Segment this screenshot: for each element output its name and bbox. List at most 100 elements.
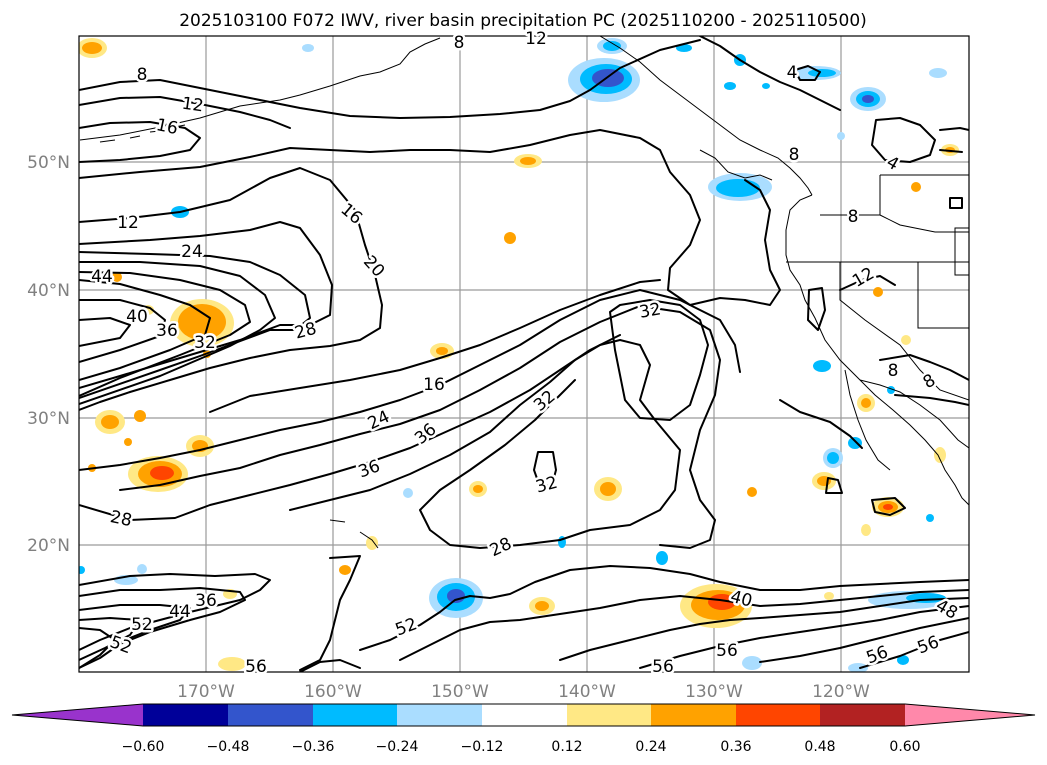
- contour-label: 36: [195, 591, 217, 611]
- contour-label: 16: [423, 375, 445, 395]
- colorbar-extension-high: [905, 704, 1035, 726]
- anomaly-positive: [747, 487, 757, 497]
- contour-label: 44: [169, 602, 191, 622]
- contour-label: 32: [194, 333, 216, 353]
- colorbar-tick: −0.48: [207, 739, 250, 755]
- anomaly-negative: [724, 82, 736, 90]
- colorbar-tick: −0.36: [292, 739, 335, 755]
- colorbar-tick: 0.24: [635, 739, 666, 755]
- lat-labels: 50°N 40°N 30°N 20°N: [27, 153, 70, 556]
- colorbar-tick: −0.12: [461, 739, 504, 755]
- anomaly-negative: [603, 41, 621, 51]
- lat-label: 30°N: [27, 409, 70, 429]
- anomaly-positive: [600, 482, 616, 496]
- colorbar-swatch: [651, 704, 736, 726]
- contour-label: 8: [888, 361, 899, 381]
- anomaly-positive: [150, 466, 174, 480]
- anomaly-negative: [656, 551, 668, 565]
- colorbar-tick: −0.24: [376, 739, 419, 755]
- lon-label: 170°W: [177, 682, 235, 702]
- anomaly-positive: [861, 398, 871, 408]
- anomaly-positive: [520, 157, 536, 165]
- colorbar-tick: 0.48: [804, 739, 835, 755]
- colorbar-outline: [11, 703, 1036, 727]
- colorbar-extension-low: [12, 704, 143, 726]
- anomaly-negative: [848, 663, 868, 672]
- anomaly-positive: [824, 592, 834, 600]
- anomaly-negative: [813, 360, 831, 372]
- anomaly-positive: [911, 182, 921, 192]
- colorbar-swatch: [736, 704, 820, 726]
- contour-label: 12: [117, 213, 139, 233]
- anomaly-negative: [897, 655, 909, 665]
- anomaly-negative: [137, 564, 147, 574]
- anomaly-negative: [302, 44, 314, 52]
- precip-anomalies: [79, 38, 959, 672]
- contour-label: 56: [716, 641, 738, 661]
- colorbar-tick: −0.60: [122, 739, 165, 755]
- anomaly-positive: [101, 415, 119, 429]
- contour-label: 12: [181, 94, 205, 117]
- anomaly-positive: [339, 565, 351, 575]
- anomaly-negative: [79, 566, 85, 574]
- anomaly-positive: [504, 232, 516, 244]
- anomaly-negative: [848, 437, 862, 449]
- colorbar-swatch: [228, 704, 313, 726]
- anomaly-positive: [178, 304, 226, 340]
- lat-label: 40°N: [27, 281, 70, 301]
- anomaly-negative: [403, 488, 413, 498]
- contour-label: 36: [156, 321, 178, 341]
- lon-label: 130°W: [685, 682, 743, 702]
- contour-label: 52: [131, 615, 153, 635]
- anomaly-positive: [112, 272, 122, 282]
- anomaly-positive: [901, 335, 911, 345]
- coastlines: [79, 36, 969, 549]
- anomaly-negative: [447, 589, 465, 603]
- anomaly-positive: [883, 504, 893, 510]
- contour-label: 8: [137, 65, 148, 85]
- gridlines: [79, 36, 969, 672]
- lon-label: 160°W: [304, 682, 362, 702]
- anomaly-positive: [124, 438, 132, 446]
- colorbar-swatch: [820, 704, 905, 726]
- anomaly-positive: [873, 287, 883, 297]
- map-frame: [78, 35, 970, 673]
- colorbar-swatch: [397, 704, 482, 726]
- colorbar-swatch: [482, 704, 567, 726]
- colorbar-tick: 0.36: [720, 739, 751, 755]
- anomaly-positive: [134, 410, 146, 422]
- lon-labels: 170°W 160°W 150°W 140°W 130°W 120°W: [177, 682, 870, 702]
- anomaly-negative: [742, 656, 762, 670]
- anomaly-positive: [366, 536, 378, 550]
- anomaly-negative: [808, 69, 836, 77]
- contour-label: 56: [652, 657, 674, 677]
- anomaly-positive: [708, 594, 736, 610]
- lon-label: 120°W: [812, 682, 870, 702]
- anomaly-positive: [535, 601, 549, 611]
- colorbar-tick: 0.60: [889, 739, 920, 755]
- anomaly-negative: [862, 95, 874, 103]
- colorbar-swatch: [313, 704, 397, 726]
- anomaly-positive: [861, 524, 871, 536]
- anomaly-negative: [837, 132, 845, 140]
- chart-title: 2025103100 F072 IWV, river basin precipi…: [179, 11, 867, 31]
- contour-label: 4: [787, 63, 798, 83]
- contour-label: 24: [181, 242, 203, 262]
- anomaly-positive: [473, 485, 483, 493]
- colorbar-tick: 0.12: [551, 739, 582, 755]
- lat-label: 50°N: [27, 153, 70, 173]
- colorbar: −0.60 −0.48 −0.36 −0.24 −0.12 0.12 0.24 …: [11, 703, 1036, 755]
- lon-label: 140°W: [558, 682, 616, 702]
- anomaly-negative: [926, 514, 934, 522]
- anomaly-positive: [436, 347, 448, 355]
- anomaly-positive: [934, 447, 946, 463]
- colorbar-swatch: [143, 704, 228, 726]
- lon-label: 150°W: [431, 682, 489, 702]
- anomaly-negative: [929, 68, 947, 78]
- contour-label: 8: [848, 207, 859, 227]
- contour-label: 8: [789, 145, 800, 165]
- map-panel: 8 12 16 12 24 44 40 36 32 16 20 28 16 24…: [27, 27, 970, 702]
- contour-label: 40: [126, 307, 148, 327]
- iwv-contours: [79, 36, 969, 672]
